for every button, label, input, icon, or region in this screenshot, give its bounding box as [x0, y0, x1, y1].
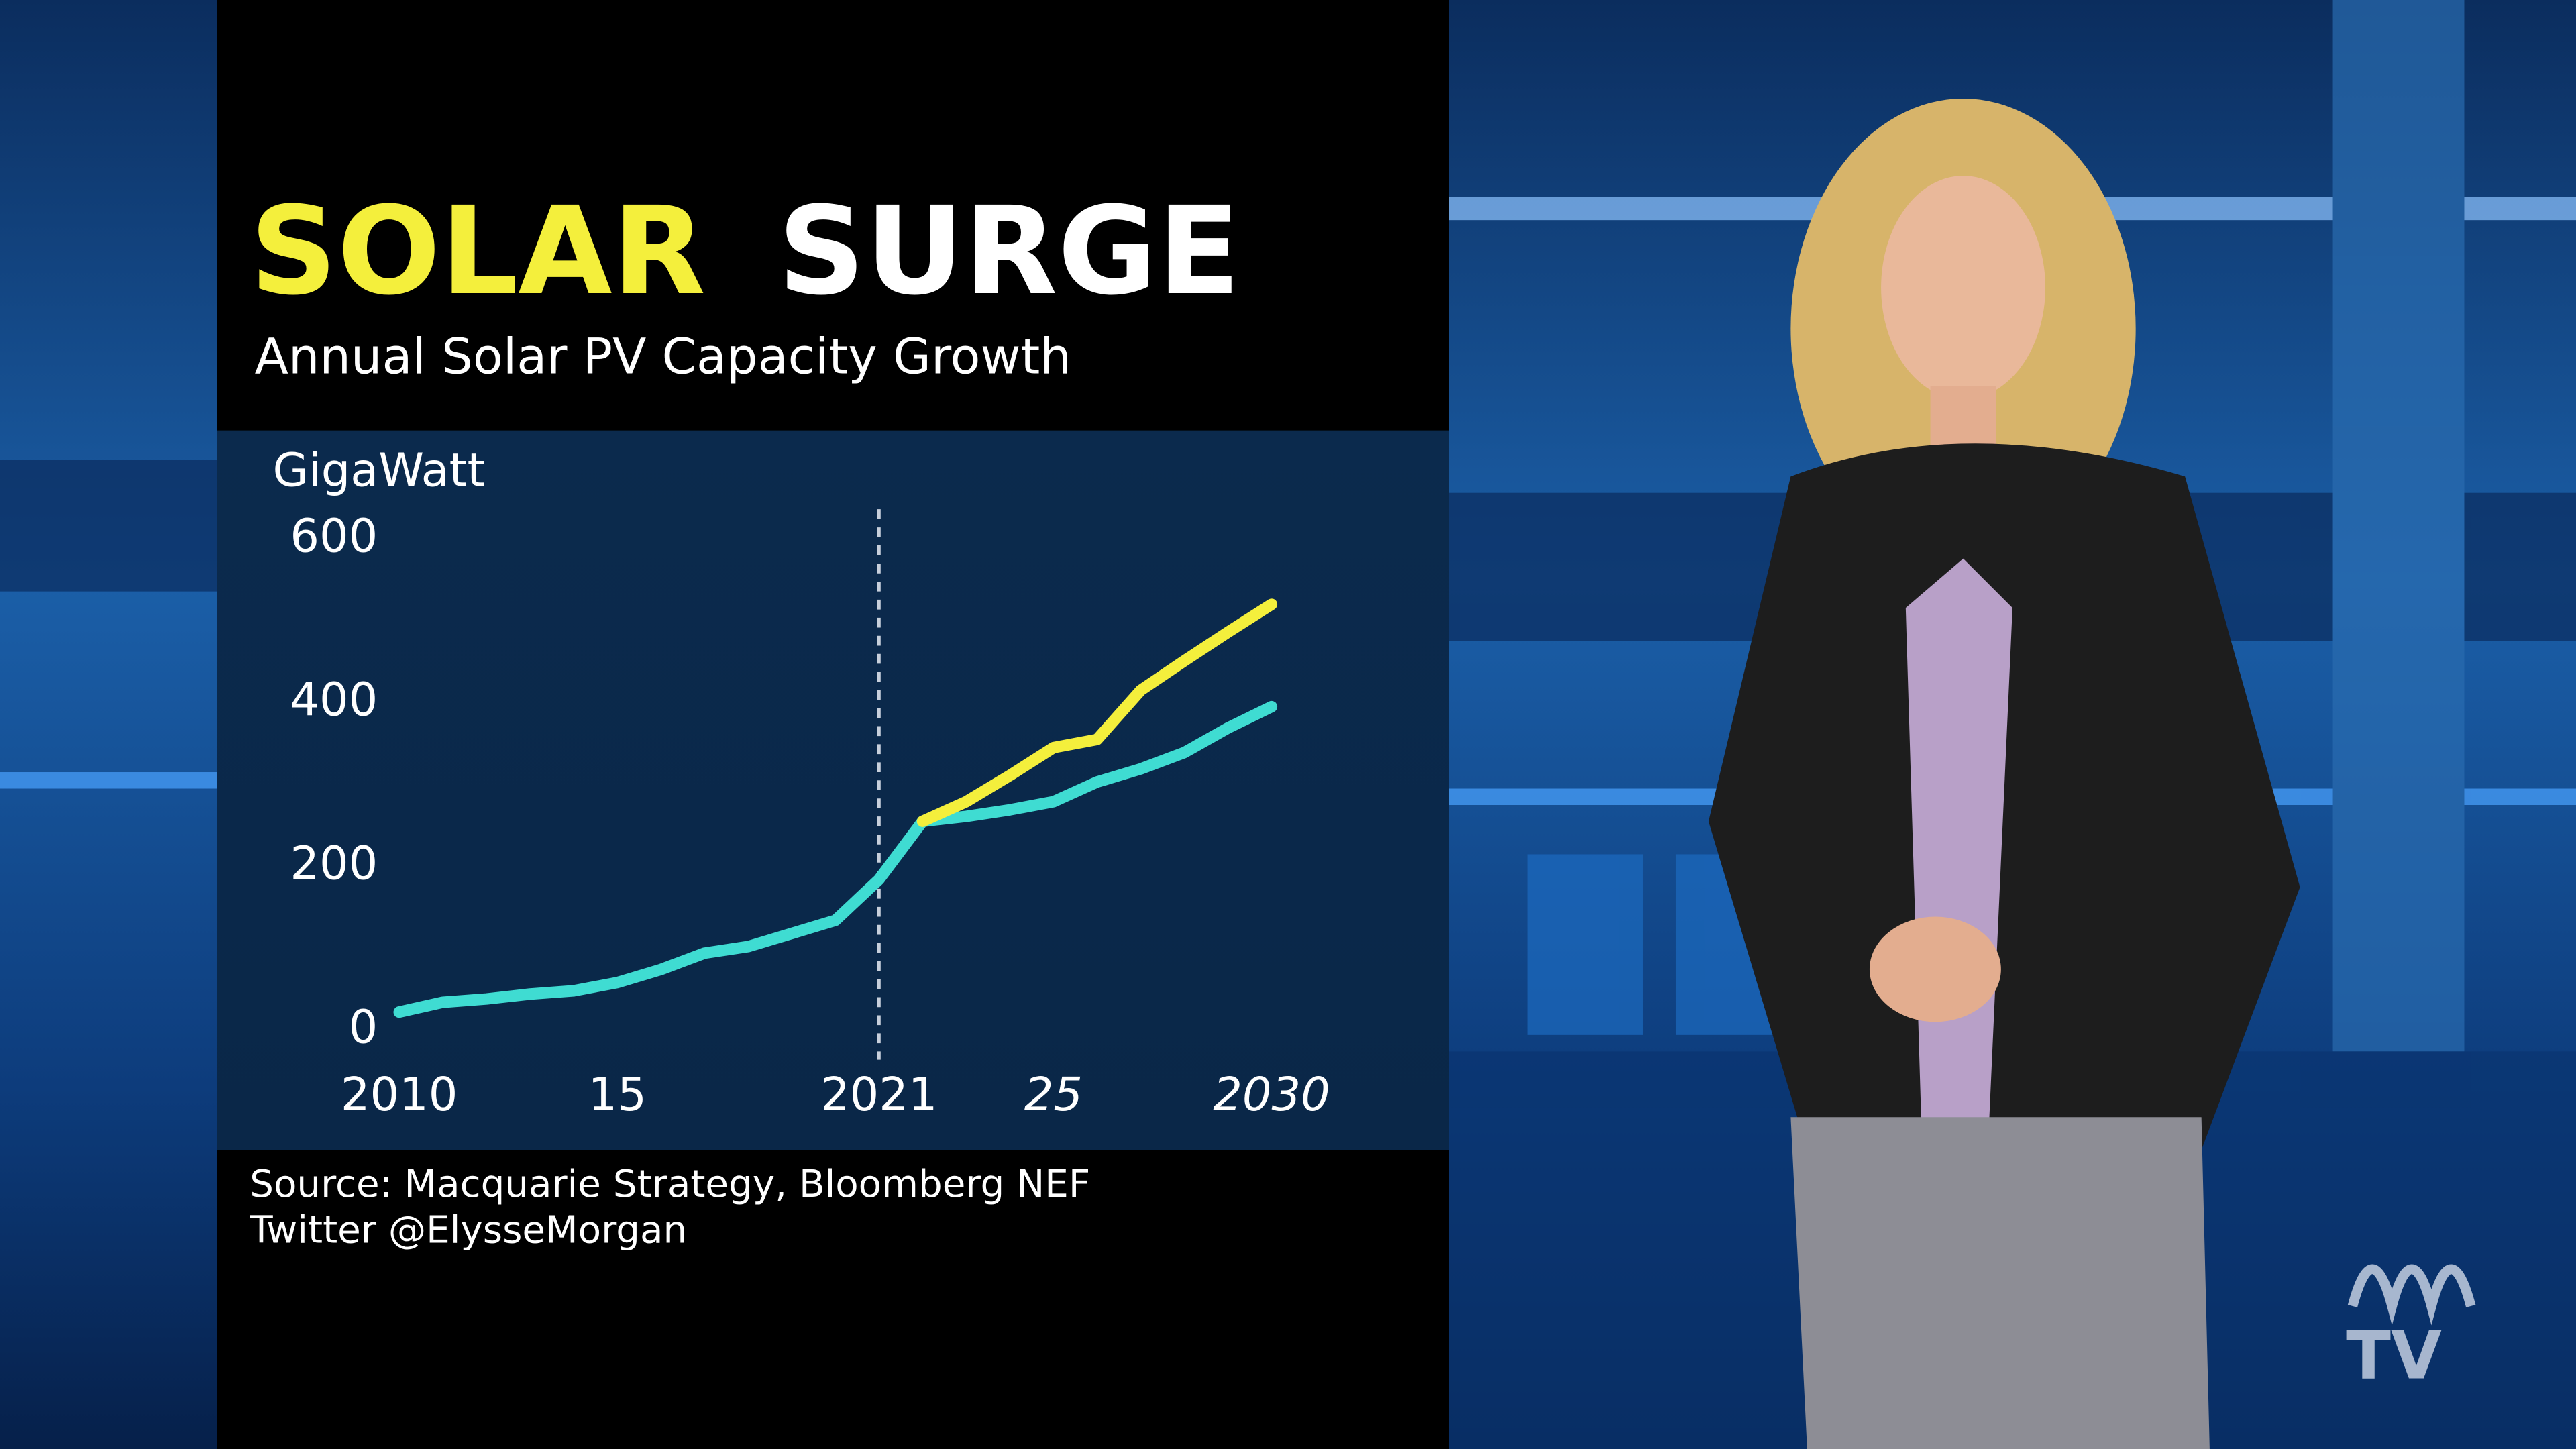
presenter — [1708, 98, 2300, 1449]
y-axis-label: GigaWatt — [273, 443, 486, 497]
y-tick-label: 600 — [290, 509, 378, 563]
source-text: Twitter @ElysseMorgan — [249, 1208, 687, 1252]
x-tick-label: 2021 — [820, 1068, 938, 1122]
chart-subtitle: Annual Solar PV Capacity Growth — [255, 328, 1071, 385]
chart-area — [217, 430, 1449, 1150]
y-tick-label: 0 — [349, 1001, 378, 1055]
y-tick-label: 400 — [290, 673, 378, 727]
x-tick-label: 25 — [1024, 1068, 1083, 1122]
channel-logo: TV — [2346, 1318, 2442, 1395]
x-tick-label: 15 — [588, 1068, 647, 1122]
chart-title: SOLAR SURGE — [250, 180, 1240, 322]
y-tick-label: 200 — [290, 837, 378, 890]
x-tick-label: 2030 — [1213, 1068, 1330, 1122]
data-line — [916, 598, 1278, 827]
data-line — [393, 700, 1278, 1018]
source-text: Source: Macquarie Strategy, Bloomberg NE… — [250, 1163, 1090, 1206]
x-tick-label: 2010 — [341, 1068, 458, 1122]
title-word: SURGE — [777, 180, 1240, 322]
title-word: SOLAR — [250, 180, 706, 322]
abc-logo-mark — [2347, 1264, 2476, 1326]
